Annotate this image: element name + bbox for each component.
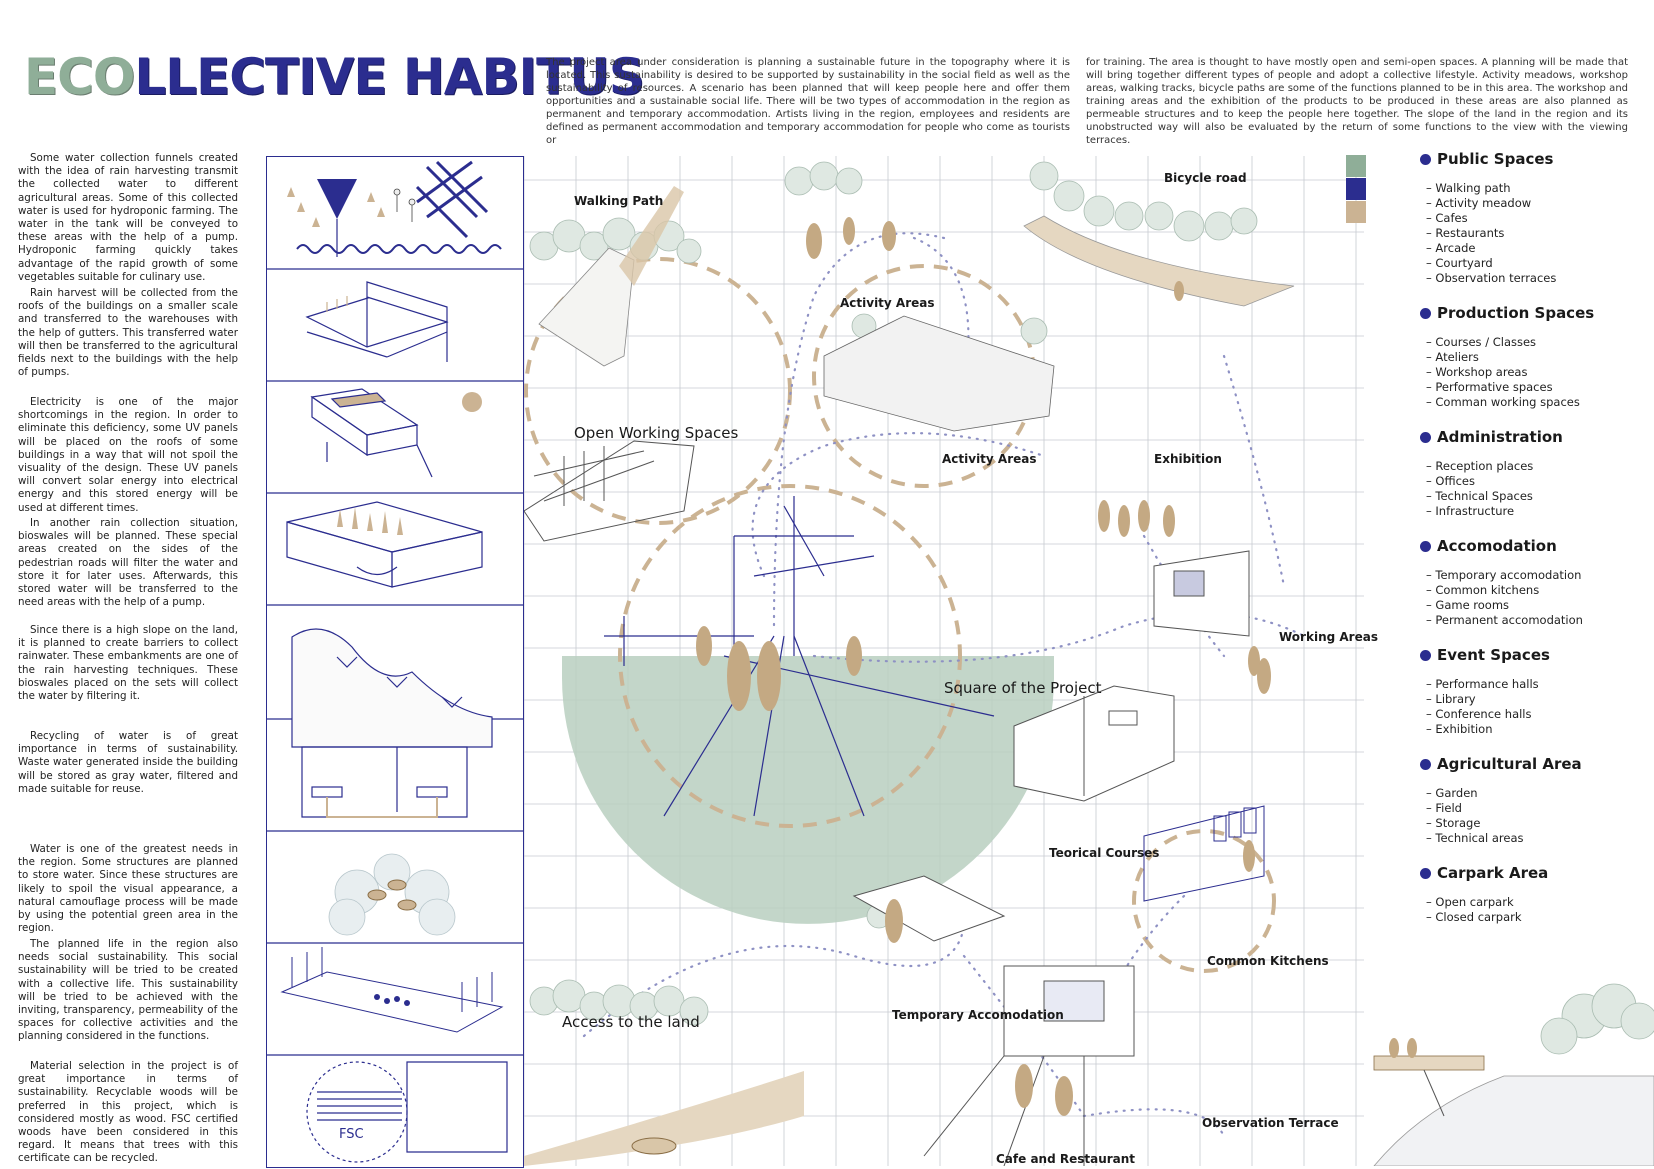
label-common-kitchens: Common Kitchens [1207, 954, 1329, 968]
left-paragraph-1: Some water collection funnels created wi… [18, 152, 238, 283]
kitchen-area [1143, 805, 1265, 902]
working-area-room [1153, 550, 1250, 637]
central-structure [604, 496, 995, 817]
intro-column-2: for training. The area is thought to hav… [1086, 57, 1628, 146]
bioswale-icon [286, 501, 483, 588]
label-activity-areas-2: Activity Areas [942, 452, 1037, 466]
swatch-green [1346, 155, 1366, 177]
left-paragraph-9: Material selection in the project is of … [18, 1060, 238, 1165]
bullet-icon [1420, 540, 1431, 552]
label-activity-areas-1: Activity Areas [840, 296, 935, 310]
legend-carpark-area: Carpark Area Open carparkClosed carpark [1420, 864, 1650, 925]
pergola-structure [524, 440, 695, 542]
strip-illustrations [267, 160, 523, 1163]
activity-platform [823, 315, 1055, 432]
bicycle-road-area [1023, 215, 1295, 307]
grey-water-icon [301, 746, 468, 818]
solar-panel-icon [310, 388, 482, 478]
legend: Public Spaces Walking pathActivity meado… [1420, 150, 1650, 943]
illustration-strip: FSC [266, 156, 524, 1168]
car-icon [631, 1137, 677, 1155]
fsc-wood-icon [306, 1061, 508, 1163]
title-eco: ECO [24, 48, 135, 106]
observation-terrace-drawing [1373, 983, 1654, 1166]
left-paragraph-2: Rain harvest will be collected from the … [18, 287, 238, 379]
tree-clusters [529, 161, 1258, 1026]
walking-path-area [538, 247, 635, 367]
label-observation-terrace: Observation Terrace [1202, 1116, 1339, 1130]
bullet-icon [1420, 867, 1431, 879]
title-rest: LLECTIVE HABITUS [134, 48, 645, 106]
road-area [524, 1071, 804, 1166]
water-tank-icon [328, 853, 456, 936]
left-paragraph-6: Recycling of water is of great importanc… [18, 730, 238, 795]
label-walking-path: Walking Path [574, 194, 664, 208]
legend-administration: Administration Reception placesOfficesTe… [1420, 428, 1650, 519]
bullet-icon [1420, 153, 1431, 165]
intro-column-1: The project area under consideration is … [546, 57, 1070, 146]
legend-accomodation: Accomodation Temporary accomodationCommo… [1420, 537, 1650, 628]
legend-public-spaces: Public Spaces Walking pathActivity meado… [1420, 150, 1650, 286]
label-working-areas: Working Areas [1279, 630, 1378, 644]
label-bicycle-road: Bicycle road [1164, 171, 1247, 185]
square-ground [562, 678, 1054, 924]
circulation-paths [582, 232, 1306, 1138]
left-paragraph-5: Since there is a high slope on the land,… [18, 624, 238, 703]
left-paragraph-7: Water is one of the greatest needs in th… [18, 843, 238, 935]
site-map-drawing [524, 156, 1364, 1166]
fsc-label: FSC [339, 1127, 364, 1142]
poster-title: ECOLLECTIVE HABITUS [24, 52, 645, 102]
collective-life-icon [280, 947, 504, 1033]
roof-gutter-icon [305, 281, 449, 362]
label-temporary-accomodation: Temporary Accomodation [892, 1008, 1064, 1022]
left-paragraph-4: In another rain collection situation, bi… [18, 517, 238, 609]
legend-event-spaces: Event Spaces Performance hallsLibraryCon… [1420, 646, 1650, 737]
classroom [1013, 685, 1175, 802]
legend-production-spaces: Production Spaces Courses / ClassesAteli… [1420, 304, 1650, 410]
legend-agricultural-area: Agricultural Area GardenFieldStorageTech… [1420, 755, 1650, 846]
bullet-icon [1420, 307, 1431, 319]
swatch-tan [1346, 201, 1366, 223]
bullet-icon [1420, 758, 1431, 770]
people-figures [696, 217, 1271, 1116]
funnel-icon [287, 160, 502, 257]
left-paragraph-3: Electricity is one of the major shortcom… [18, 396, 238, 514]
label-teorical-courses: Teorical Courses [1049, 846, 1160, 860]
label-access-to-land: Access to the land [562, 1013, 700, 1031]
label-cafe-restaurant: Cafe and Restaurant [996, 1152, 1136, 1166]
site-map: Walking Path Bicycle road Activity Areas… [524, 156, 1378, 1166]
slope-embankment-icon [291, 628, 493, 748]
swatch-navy [1346, 178, 1366, 200]
label-exhibition: Exhibition [1154, 452, 1222, 466]
bullet-icon [1420, 649, 1431, 661]
bed-area [852, 875, 1006, 942]
cafe-structure [923, 965, 1135, 1166]
label-square: Square of the Project [944, 679, 1102, 697]
label-open-working-spaces: Open Working Spaces [574, 424, 739, 442]
left-paragraph-8: The planned life in the region also need… [18, 938, 238, 1043]
bullet-icon [1420, 431, 1431, 443]
